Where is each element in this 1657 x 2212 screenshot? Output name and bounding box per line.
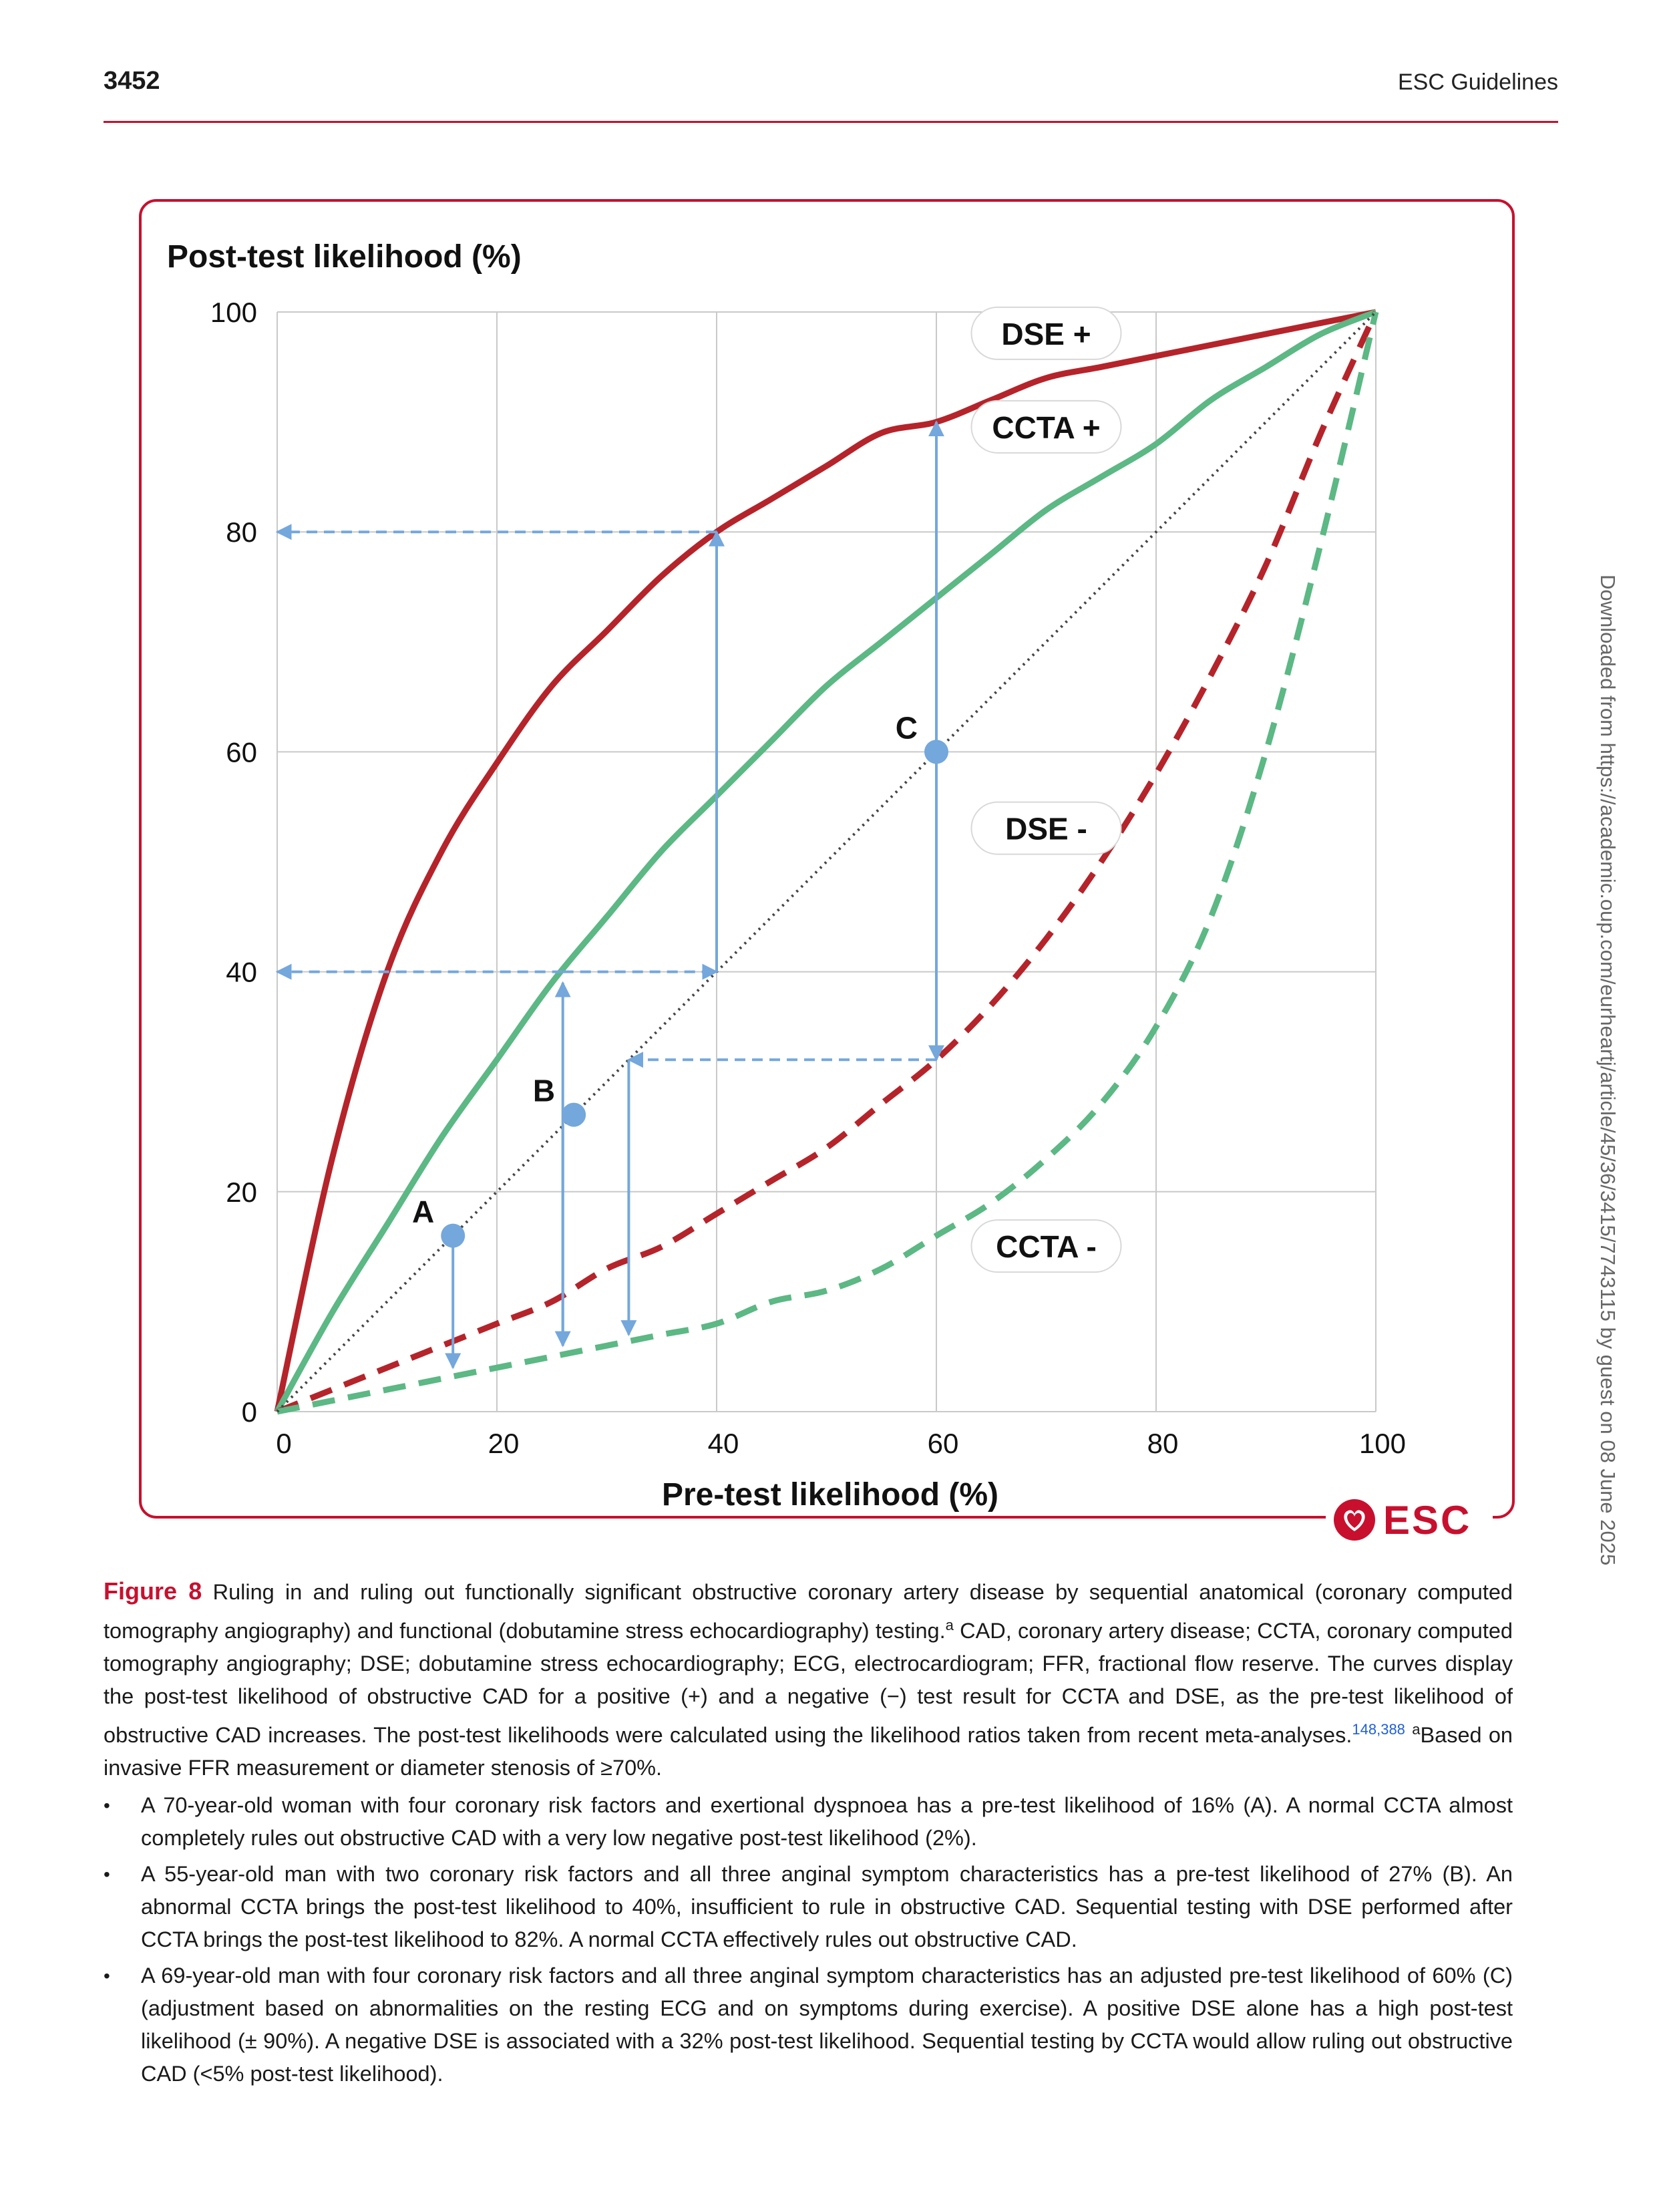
list-item: A 69-year-old man with four coronary ris… bbox=[104, 1959, 1513, 2090]
x-tick-label: 20 bbox=[488, 1428, 520, 1459]
download-note: Downloaded from https://academic.oup.com… bbox=[1596, 575, 1620, 1566]
list-item: A 55-year-old man with two coronary risk… bbox=[104, 1858, 1513, 1956]
chart: Post-test likelihood (%) Pre-test likeli… bbox=[167, 239, 1406, 1513]
esc-logo: ESC bbox=[1326, 1494, 1493, 1546]
y-tick-label: 100 bbox=[210, 297, 257, 328]
curve-ccta-positive bbox=[274, 309, 1377, 1414]
curve-label-pill bbox=[970, 1219, 1122, 1273]
x-tick-label: 60 bbox=[928, 1428, 959, 1459]
curve-label-text: CCTA + bbox=[992, 410, 1100, 445]
header-rule bbox=[104, 121, 1558, 123]
points: A B C bbox=[412, 710, 948, 1248]
x-tick-label: 40 bbox=[708, 1428, 739, 1459]
caption-text-2: CAD, coronary artery disease; CCTA, coro… bbox=[104, 1618, 1513, 1747]
y-tick-label: 80 bbox=[226, 516, 257, 548]
y-tick-label: 0 bbox=[242, 1396, 257, 1428]
page-number: 3452 bbox=[104, 67, 160, 95]
curve-ccta-negative bbox=[277, 311, 1379, 1415]
curve-label-pill bbox=[970, 400, 1122, 454]
curve-label: CCTA + bbox=[970, 400, 1122, 454]
curve-label-pill bbox=[970, 801, 1122, 855]
x-axis-title: Pre-test likelihood (%) bbox=[662, 1477, 998, 1513]
curve-label: CCTA - bbox=[970, 1219, 1122, 1273]
arrows bbox=[275, 420, 944, 1370]
caption-footnote-marker: a bbox=[945, 1617, 954, 1633]
curve-diagonal-reference bbox=[276, 311, 1377, 1413]
curve-label-text: DSE - bbox=[1005, 812, 1087, 846]
list-item: A 70-year-old woman with four coronary r… bbox=[104, 1789, 1513, 1855]
x-tick-label: 100 bbox=[1359, 1428, 1406, 1459]
data-point-label: A bbox=[412, 1195, 434, 1229]
grid bbox=[277, 311, 1376, 1412]
data-point-a bbox=[441, 1223, 466, 1248]
caption-label: Figure 8 bbox=[104, 1577, 202, 1605]
caption-text-1: Ruling in and ruling out functionally si… bbox=[104, 1580, 1513, 1643]
curve-label: DSE - bbox=[970, 801, 1122, 855]
case-examples-list: A 70-year-old woman with four coronary r… bbox=[104, 1789, 1513, 2094]
data-point-label: C bbox=[896, 710, 918, 745]
data-point-label: B bbox=[533, 1074, 555, 1108]
esc-logo-text: ESC bbox=[1383, 1497, 1472, 1543]
figure-frame bbox=[139, 199, 1515, 1519]
curve-label-pill bbox=[970, 306, 1122, 360]
figure-caption: Figure 8 Ruling in and ruling out functi… bbox=[104, 1575, 1513, 1784]
esc-heart-icon bbox=[1334, 1499, 1375, 1541]
tick-labels: 0 20 40 60 80 100 0 20 40 60 80 100 bbox=[210, 297, 1406, 1459]
caption-references[interactable]: 148,388 bbox=[1352, 1720, 1405, 1738]
y-tick-label: 20 bbox=[226, 1176, 257, 1208]
x-tick-label: 0 bbox=[276, 1428, 291, 1459]
curve-label-text: DSE + bbox=[1001, 317, 1091, 351]
curve-dse-negative bbox=[276, 311, 1379, 1415]
caption-text-3: Based on invasive FFR measurement or dia… bbox=[104, 1722, 1513, 1780]
data-point-b bbox=[562, 1102, 586, 1127]
curve-label: DSE + bbox=[970, 306, 1122, 360]
curve-labels: DSE + CCTA + DSE - CCTA - bbox=[970, 306, 1122, 1273]
running-head: ESC Guidelines bbox=[1397, 69, 1558, 95]
curve-dse-positive bbox=[274, 309, 1376, 1412]
y-axis-title: Post-test likelihood (%) bbox=[167, 239, 522, 275]
caption-footnote-marker-2: a bbox=[1412, 1720, 1421, 1738]
data-point-c bbox=[924, 740, 948, 764]
y-tick-label: 60 bbox=[226, 736, 257, 768]
curve-label-text: CCTA - bbox=[996, 1229, 1097, 1264]
curves bbox=[274, 309, 1379, 1415]
x-tick-label: 80 bbox=[1147, 1428, 1179, 1459]
y-tick-label: 40 bbox=[226, 957, 257, 988]
